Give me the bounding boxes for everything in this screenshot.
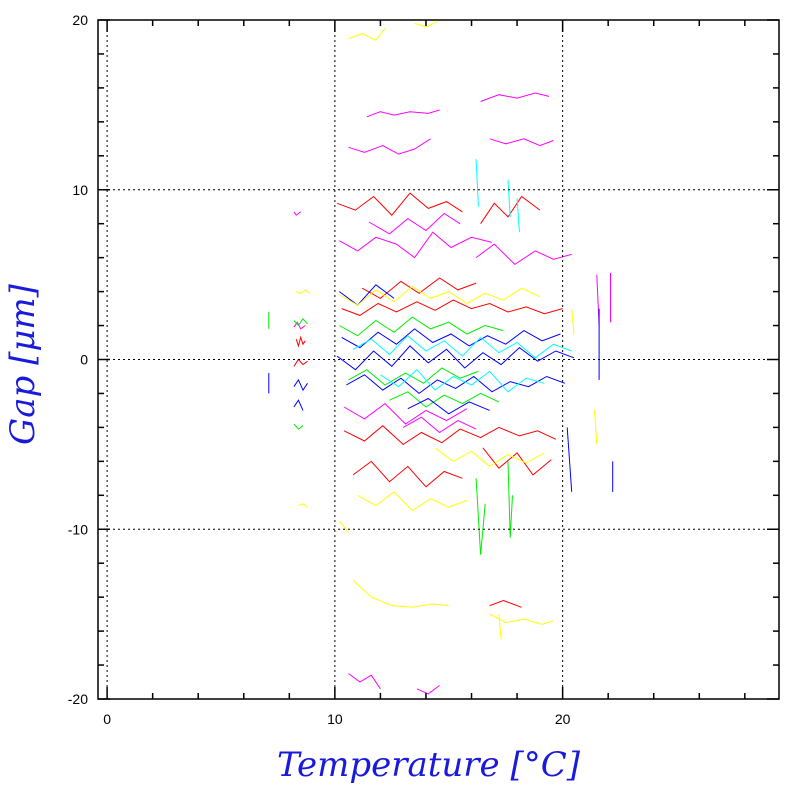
series-line-61 — [507, 179, 511, 217]
y-tick-label-10: 10 — [72, 182, 88, 198]
x-axis-title: Temperature [°C] — [277, 745, 581, 785]
series-layer — [268, 21, 614, 695]
series-line-36 — [339, 284, 395, 306]
series-line-25 — [339, 316, 504, 337]
series-line-21 — [480, 195, 541, 224]
series-line-17 — [341, 299, 563, 316]
series-line-11 — [293, 211, 301, 216]
series-line-47 — [434, 447, 545, 468]
series-line-53 — [296, 289, 311, 294]
axis-ticks — [98, 19, 779, 700]
series-line-1 — [366, 109, 440, 118]
series-line-34 — [341, 328, 561, 349]
plot-frame — [97, 19, 780, 700]
series-line-59 — [475, 159, 479, 207]
series-line-19 — [352, 460, 463, 488]
series-line-41 — [293, 378, 308, 392]
series-line-30 — [293, 317, 308, 327]
x-tick-label-10: 10 — [327, 711, 343, 727]
series-line-2 — [480, 92, 550, 102]
series-line-6 — [475, 243, 572, 266]
series-line-29 — [507, 461, 513, 538]
series-line-9 — [348, 673, 381, 690]
series-line-0 — [348, 138, 431, 155]
series-line-10 — [416, 685, 440, 695]
series-line-35 — [346, 374, 566, 395]
series-line-12 — [293, 321, 306, 330]
series-line-42 — [293, 399, 304, 411]
series-line-4 — [339, 231, 493, 259]
series-line-24 — [293, 358, 308, 367]
series-line-26 — [348, 367, 479, 386]
x-tick-label-0: 0 — [103, 711, 111, 727]
series-line-54 — [298, 503, 308, 508]
series-line-38 — [566, 427, 573, 492]
series-line-48 — [357, 491, 468, 512]
series-line-23 — [295, 335, 306, 348]
series-line-33 — [336, 345, 575, 371]
series-line-57 — [352, 335, 572, 359]
series-line-15 — [336, 192, 463, 216]
series-line-8 — [402, 416, 477, 434]
series-line-58 — [380, 368, 545, 393]
series-line-22 — [489, 599, 522, 608]
series-line-52 — [498, 614, 502, 640]
series-line-16 — [361, 277, 477, 300]
series-line-37 — [407, 397, 490, 415]
series-line-28 — [475, 478, 486, 555]
y-tick-label--10: -10 — [68, 521, 88, 537]
series-line-31 — [293, 423, 304, 430]
series-line-18 — [343, 425, 557, 446]
tick-labels: 0 10 20 -20 -10 0 10 20 — [68, 12, 571, 727]
y-axis-title: Gap [μm] — [3, 283, 43, 445]
series-line-45 — [414, 21, 438, 28]
series-line-44 — [348, 28, 386, 42]
series-line-60 — [516, 198, 520, 233]
y-tick-label--20: -20 — [68, 691, 88, 707]
series-line-7 — [343, 402, 468, 425]
series-line-56 — [594, 410, 598, 445]
series-line-20 — [482, 447, 552, 476]
series-line-46 — [339, 285, 541, 306]
y-tick-label-20: 20 — [72, 12, 88, 28]
x-tick-label-20: 20 — [555, 711, 571, 727]
series-line-49 — [339, 520, 349, 533]
series-line-51 — [489, 613, 554, 625]
y-tick-label-0: 0 — [80, 352, 88, 368]
series-line-5 — [368, 212, 461, 235]
series-line-55 — [571, 308, 575, 335]
series-line-3 — [489, 138, 554, 147]
gridlines — [98, 20, 779, 699]
series-line-27 — [389, 391, 500, 408]
series-line-50 — [352, 579, 449, 608]
